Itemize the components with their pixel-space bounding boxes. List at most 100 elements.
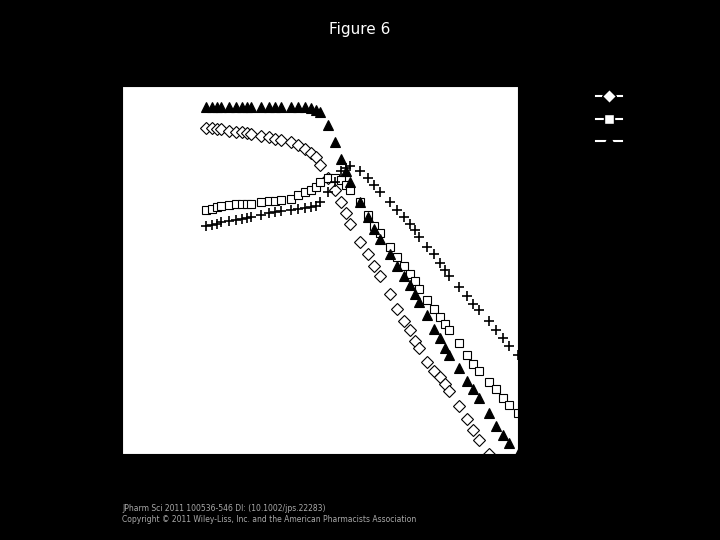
0.25 G′ bbox=[301, 145, 310, 152]
4.00 G′ bbox=[238, 104, 246, 110]
0.25 G′ bbox=[469, 427, 477, 434]
0.25 G″ bbox=[410, 278, 419, 285]
0.25 G′ bbox=[336, 199, 345, 205]
0.25 G″ bbox=[312, 184, 320, 190]
0.25 G″ bbox=[316, 179, 325, 186]
4.00 G″ bbox=[514, 352, 523, 358]
4.00 G′ bbox=[287, 104, 295, 110]
0.25 G′ bbox=[441, 381, 449, 388]
0.25 G″ bbox=[430, 305, 438, 312]
4.00 G′ bbox=[212, 104, 221, 110]
0.25 G′ bbox=[492, 459, 500, 465]
4.00 G″ bbox=[415, 234, 424, 240]
Legend: 0.25 $G'$, 0.25 $G''$, 4.00 $G'$, 4.00 $G''$: 0.25 $G'$, 0.25 $G''$, 4.00 $G'$, 4.00 $… bbox=[596, 89, 678, 171]
4.00 G″ bbox=[330, 179, 339, 186]
0.25 G″ bbox=[256, 199, 265, 205]
4.00 G′ bbox=[385, 251, 394, 257]
4.00 G′ bbox=[336, 156, 345, 163]
0.25 G″ bbox=[400, 263, 408, 269]
4.00 G′ bbox=[243, 104, 251, 110]
Text: Figure 6: Figure 6 bbox=[329, 22, 391, 37]
0.25 G′ bbox=[294, 142, 302, 149]
Y-axis label: G′ and G″ (Pa): G′ and G″ (Pa) bbox=[66, 222, 79, 318]
0.25 G′ bbox=[287, 138, 295, 145]
4.00 G′ bbox=[301, 104, 310, 110]
0.25 G′ bbox=[405, 327, 414, 334]
0.25 G′ bbox=[202, 125, 210, 132]
0.25 G″ bbox=[264, 198, 273, 205]
0.25 G′ bbox=[499, 471, 508, 477]
0.25 G′ bbox=[217, 126, 226, 133]
0.25 G′ bbox=[324, 175, 333, 181]
0.25 G′ bbox=[256, 132, 265, 139]
0.25 G′ bbox=[330, 186, 339, 193]
0.25 G″ bbox=[485, 379, 493, 386]
0.25 G″ bbox=[376, 230, 384, 237]
4.00 G″ bbox=[370, 181, 379, 188]
0.25 G″ bbox=[454, 340, 463, 346]
Line: 4.00 G′: 4.00 G′ bbox=[201, 102, 523, 458]
4.00 G′ bbox=[376, 235, 384, 242]
4.00 G″ bbox=[256, 212, 265, 218]
0.25 G″ bbox=[287, 195, 295, 202]
0.25 G″ bbox=[474, 367, 483, 374]
4.00 G″ bbox=[410, 227, 419, 234]
0.25 G″ bbox=[445, 327, 454, 334]
0.25 G″ bbox=[492, 386, 500, 393]
4.00 G′ bbox=[312, 106, 320, 113]
4.00 G″ bbox=[287, 207, 295, 213]
4.00 G″ bbox=[294, 206, 302, 212]
4.00 G″ bbox=[324, 189, 333, 195]
0.25 G′ bbox=[232, 129, 240, 135]
0.25 G″ bbox=[238, 201, 246, 207]
4.00 G″ bbox=[346, 163, 354, 170]
0.25 G″ bbox=[217, 202, 226, 209]
4.00 G″ bbox=[485, 318, 493, 324]
Line: 0.25 G′: 0.25 G′ bbox=[202, 124, 523, 494]
0.25 G′ bbox=[514, 487, 523, 494]
0.25 G′ bbox=[207, 125, 216, 132]
4.00 G″ bbox=[405, 220, 414, 227]
4.00 G″ bbox=[307, 204, 315, 211]
4.00 G″ bbox=[423, 244, 431, 250]
4.00 G″ bbox=[312, 202, 320, 209]
0.25 G′ bbox=[341, 210, 350, 216]
X-axis label: Strain (%): Strain (%) bbox=[286, 482, 355, 496]
0.25 G′ bbox=[346, 220, 354, 227]
0.25 G′ bbox=[312, 154, 320, 160]
4.00 G′ bbox=[356, 199, 364, 205]
0.25 G′ bbox=[264, 134, 273, 140]
0.25 G″ bbox=[336, 177, 345, 184]
0.25 G′ bbox=[316, 161, 325, 168]
4.00 G″ bbox=[271, 208, 279, 215]
4.00 G″ bbox=[376, 189, 384, 195]
4.00 G′ bbox=[271, 104, 279, 110]
4.00 G″ bbox=[243, 214, 251, 221]
4.00 G′ bbox=[485, 409, 493, 416]
4.00 G″ bbox=[336, 168, 345, 174]
0.25 G″ bbox=[346, 186, 354, 193]
0.25 G″ bbox=[364, 212, 372, 218]
4.00 G″ bbox=[436, 260, 444, 266]
0.25 G″ bbox=[294, 192, 302, 199]
4.00 G″ bbox=[385, 199, 394, 205]
4.00 G″ bbox=[225, 218, 233, 225]
0.25 G″ bbox=[324, 175, 333, 181]
4.00 G′ bbox=[264, 104, 273, 110]
0.25 G′ bbox=[410, 338, 419, 344]
4.00 G″ bbox=[276, 208, 285, 214]
0.25 G′ bbox=[376, 273, 384, 280]
4.00 G′ bbox=[423, 312, 431, 319]
4.00 G′ bbox=[445, 352, 454, 358]
0.25 G′ bbox=[356, 239, 364, 246]
0.25 G″ bbox=[436, 313, 444, 320]
0.25 G″ bbox=[385, 244, 394, 250]
0.25 G″ bbox=[271, 198, 279, 204]
0.25 G′ bbox=[436, 374, 444, 380]
0.25 G′ bbox=[238, 129, 246, 135]
4.00 G′ bbox=[346, 179, 354, 186]
4.00 G′ bbox=[330, 138, 339, 145]
0.25 G″ bbox=[505, 402, 513, 408]
0.25 G″ bbox=[441, 320, 449, 327]
4.00 G″ bbox=[238, 215, 246, 222]
